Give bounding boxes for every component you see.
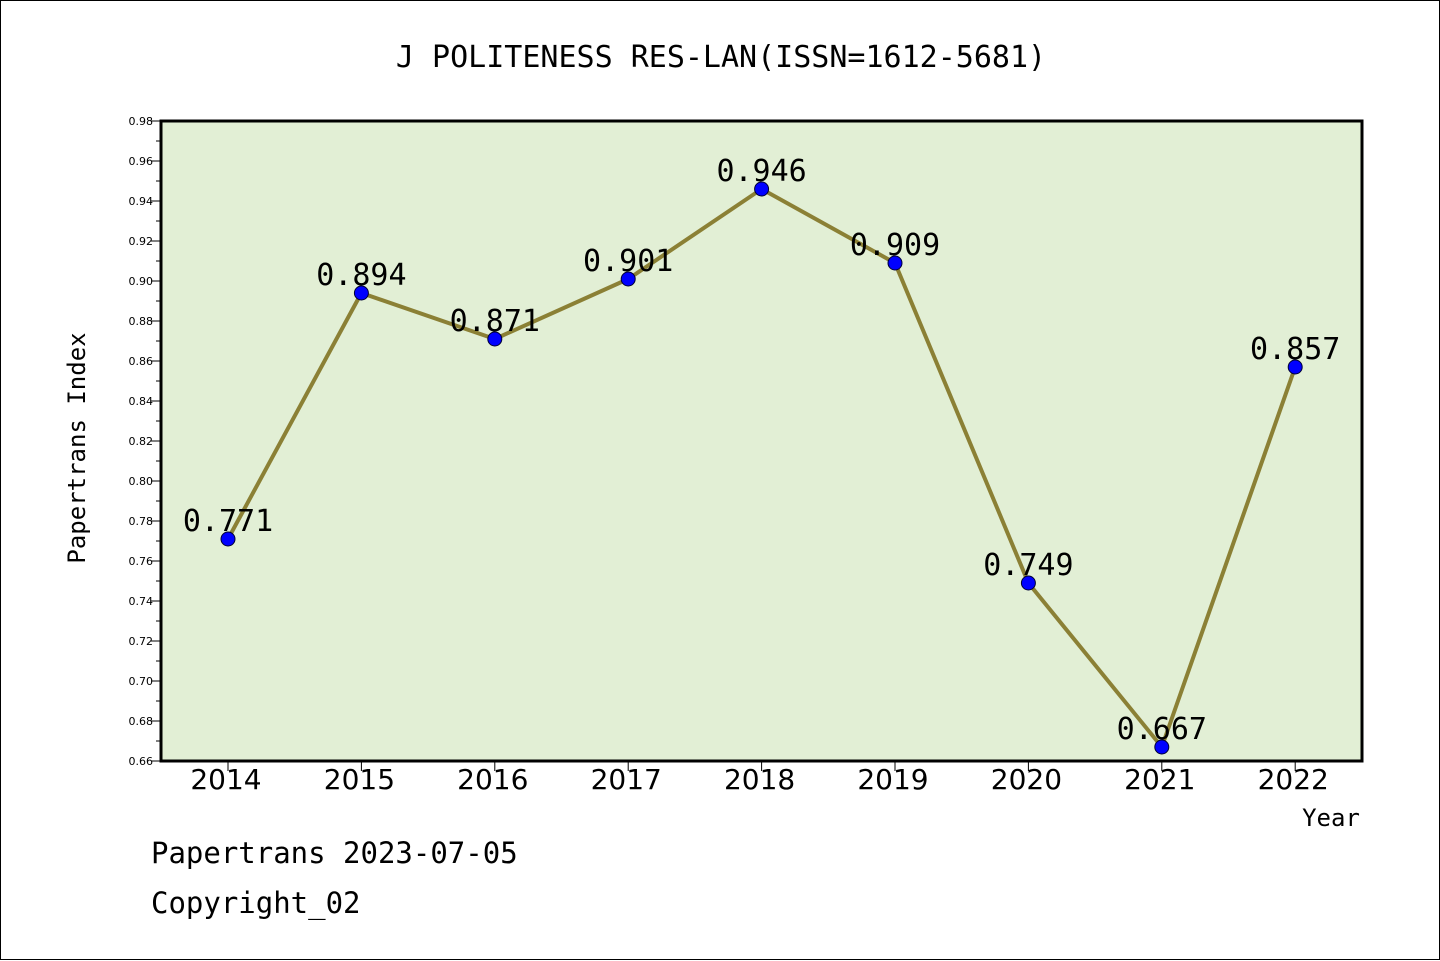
footer-date: Papertrans 2023-07-05 bbox=[151, 836, 518, 870]
x-tick-label: 2017 bbox=[591, 763, 662, 796]
y-tick-label: 0.98 bbox=[129, 115, 154, 128]
data-point bbox=[887, 255, 903, 271]
y-tick-label: 0.74 bbox=[129, 595, 154, 608]
x-tick-label: 2022 bbox=[1258, 763, 1329, 796]
data-labels: 0.771 0.894 0.871 0.901 0.946 0.909 0.749 0.667… bbox=[183, 154, 1341, 747]
data-label: 0.857 bbox=[1250, 332, 1340, 367]
data-label: 0.901 bbox=[583, 244, 673, 279]
y-tick-label: 0.94 bbox=[129, 195, 154, 208]
y-tick-label: 0.80 bbox=[129, 475, 154, 488]
data-point bbox=[220, 531, 236, 547]
data-point bbox=[487, 331, 503, 347]
y-tick-label: 0.78 bbox=[129, 515, 154, 528]
y-tick-label: 0.72 bbox=[129, 635, 154, 648]
data-point bbox=[754, 181, 770, 197]
data-point bbox=[1154, 739, 1170, 755]
x-axis-label: Year bbox=[1302, 804, 1360, 832]
y-tick-label: 0.92 bbox=[129, 235, 154, 248]
chart-title: J POLITENESS RES-LAN(ISSN=1612-5681) bbox=[396, 40, 1046, 75]
y-tick-label: 0.76 bbox=[129, 555, 154, 568]
data-point bbox=[1287, 359, 1303, 375]
y-tick-label: 0.88 bbox=[129, 315, 154, 328]
y-axis: 0.66 0.68 0.70 0.72 0.74 0.76 0.78 0.80 0.82 0.84… bbox=[129, 115, 161, 768]
data-point bbox=[620, 271, 636, 287]
x-tick-label: 2015 bbox=[324, 763, 395, 796]
data-point bbox=[1020, 575, 1036, 591]
y-tick-label: 0.70 bbox=[129, 675, 154, 688]
x-tick-label: 2014 bbox=[190, 763, 261, 796]
plot-area bbox=[159, 119, 1364, 763]
y-tick-label: 0.82 bbox=[129, 435, 154, 448]
data-series bbox=[220, 181, 1303, 755]
footer-copyright: Copyright_02 bbox=[151, 886, 361, 920]
data-label: 0.771 bbox=[183, 504, 273, 539]
data-point bbox=[353, 285, 369, 301]
data-label: 0.749 bbox=[983, 548, 1073, 583]
x-tick-label: 2021 bbox=[1124, 763, 1195, 796]
y-tick-label: 0.96 bbox=[129, 155, 154, 168]
y-axis-label: Papertrans Index bbox=[63, 332, 91, 563]
data-label: 0.667 bbox=[1117, 712, 1207, 747]
y-tick-label: 0.66 bbox=[129, 755, 154, 768]
x-tick-label: 2018 bbox=[724, 763, 795, 796]
data-label: 0.946 bbox=[716, 154, 806, 189]
y-tick-label: 0.86 bbox=[129, 355, 154, 368]
x-tick-label: 2019 bbox=[857, 763, 928, 796]
data-label: 0.909 bbox=[850, 228, 940, 263]
y-tick-label: 0.90 bbox=[129, 275, 154, 288]
data-label: 0.871 bbox=[450, 304, 540, 339]
y-tick-label: 0.84 bbox=[129, 395, 154, 408]
data-label: 0.894 bbox=[316, 258, 406, 293]
y-tick-label: 0.68 bbox=[129, 715, 154, 728]
x-tick-label: 2016 bbox=[457, 763, 528, 796]
x-axis: 2014 2015 2016 2017 2018 2019 2020 2021 2022 bbox=[190, 761, 1329, 796]
x-tick-label: 2020 bbox=[991, 763, 1062, 796]
